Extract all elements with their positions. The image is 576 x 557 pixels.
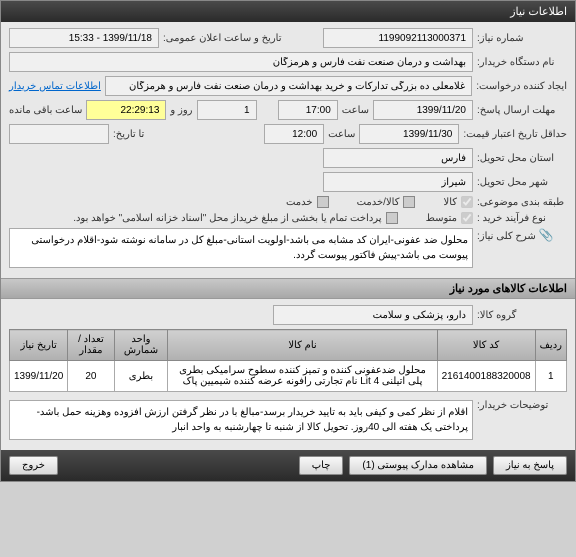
- valid-time-field: [264, 124, 324, 144]
- announce-label: تاریخ و ساعت اعلان عمومی:: [163, 33, 282, 44]
- service-label: کالا/خدمت: [357, 197, 400, 208]
- goods-checkbox-group: کالا: [443, 196, 473, 208]
- creator-label: ایجاد کننده درخواست:: [476, 81, 567, 92]
- buyer-label: نام دستگاه خریدار:: [477, 57, 567, 68]
- cell-qty: 20: [68, 361, 114, 392]
- table-header-row: ردیف کد کالا نام کالا واحد شمارش تعداد /…: [10, 330, 567, 361]
- metosat-checkbox-group: متوسط: [426, 212, 473, 224]
- countdown-label: ساعت باقی مانده: [9, 105, 82, 116]
- main-window: اطلاعات نیاز شماره نیاز: تاریخ و ساعت اع…: [0, 0, 576, 482]
- province-field: [323, 148, 473, 168]
- general-desc-label: 📎 شرح کلی نیاز:: [477, 228, 567, 242]
- contact-link[interactable]: اطلاعات تماس خریدار: [9, 81, 101, 92]
- province-label: استان محل تحویل:: [477, 153, 567, 164]
- need-number-label: شماره نیاز:: [477, 33, 567, 44]
- service2-checkbox-group: خدمت: [286, 196, 329, 208]
- table-row[interactable]: 1 2161400188320008 محلول ضدعفونی کننده و…: [10, 361, 567, 392]
- valid-label: حداقل تاریخ اعتبار قیمت:: [463, 129, 567, 140]
- th-row: ردیف: [535, 330, 566, 361]
- goods-label: کالا: [443, 197, 457, 208]
- to-date-field: [9, 124, 109, 144]
- creator-field: [105, 76, 472, 96]
- th-qty: تعداد / مقدار: [68, 330, 114, 361]
- general-desc-label-text: شرح کلی نیاز:: [477, 231, 536, 242]
- general-desc-box: محلول ضد عفونی-ایران کد مشابه می باشد-او…: [9, 228, 473, 268]
- metosat-checkbox: [461, 212, 473, 224]
- announce-field: [9, 28, 159, 48]
- buyer-notes-label: توضیحات خریدار:: [477, 400, 567, 411]
- attach-icon: 📎: [539, 228, 554, 242]
- cell-date: 1399/11/20: [10, 361, 68, 392]
- group-field: [273, 305, 473, 325]
- countdown-days-field: [197, 100, 257, 120]
- reply-button[interactable]: پاسخ به نیاز: [493, 456, 567, 475]
- payment-note: پرداخت تمام یا بخشی از مبلغ خریداز محل "…: [73, 213, 381, 224]
- items-section: گروه کالا: ردیف کد کالا نام کالا واحد شم…: [1, 299, 575, 450]
- buyer-notes-box: اقلام از نظر کمی و کیفی باید به تایید خر…: [9, 400, 473, 440]
- to-date-label: تا تاریخ:: [113, 129, 144, 140]
- payment-checkbox-group: پرداخت تمام یا بخشی از مبلغ خریداز محل "…: [73, 212, 397, 224]
- category-label: طبقه بندی موضوعی:: [477, 197, 567, 208]
- exit-button[interactable]: خروج: [9, 456, 58, 475]
- th-code: کد کالا: [437, 330, 535, 361]
- cell-row: 1: [535, 361, 566, 392]
- goods-checkbox: [461, 196, 473, 208]
- header-section: شماره نیاز: تاریخ و ساعت اعلان عمومی: نا…: [1, 22, 575, 278]
- window-title: اطلاعات نیاز: [510, 6, 567, 18]
- buyer-field: [9, 52, 473, 72]
- attachments-button[interactable]: مشاهده مدارک پیوستی (1): [349, 456, 487, 475]
- service2-label: خدمت: [286, 197, 313, 208]
- need-number-field: [323, 28, 473, 48]
- th-unit: واحد شمارش: [114, 330, 168, 361]
- cell-name: محلول ضدعفونی کننده و تمیز کننده سطوح سر…: [168, 361, 437, 392]
- payment-checkbox: [386, 212, 398, 224]
- deadline-time-field: [278, 100, 338, 120]
- cell-unit: بطری: [114, 361, 168, 392]
- city-field: [323, 172, 473, 192]
- service2-checkbox: [317, 196, 329, 208]
- valid-date-field: [359, 124, 459, 144]
- print-button[interactable]: چاپ: [299, 456, 344, 475]
- countdown-time-field: [86, 100, 166, 120]
- metosat-label: متوسط: [426, 213, 457, 224]
- purchase-type-label: نوع فرآیند خرید :: [477, 213, 567, 224]
- items-section-header: اطلاعات کالاهای مورد نیاز: [1, 278, 575, 299]
- time-label-2: ساعت: [328, 129, 355, 140]
- items-table: ردیف کد کالا نام کالا واحد شمارش تعداد /…: [9, 329, 567, 392]
- service-checkbox-group: کالا/خدمت: [357, 196, 416, 208]
- deadline-date-field: [373, 100, 473, 120]
- th-date: تاریخ نیاز: [10, 330, 68, 361]
- deadline-label: مهلت ارسال پاسخ:: [477, 105, 567, 116]
- title-bar: اطلاعات نیاز: [1, 1, 575, 22]
- group-label: گروه کالا:: [477, 310, 567, 321]
- th-name: نام کالا: [168, 330, 437, 361]
- service-checkbox: [403, 196, 415, 208]
- time-label-1: ساعت: [342, 105, 369, 116]
- city-label: شهر محل تحویل:: [477, 177, 567, 188]
- countdown-day-label: روز و: [170, 105, 192, 116]
- footer-bar: پاسخ به نیاز مشاهده مدارک پیوستی (1) چاپ…: [1, 450, 575, 481]
- cell-code: 2161400188320008: [437, 361, 535, 392]
